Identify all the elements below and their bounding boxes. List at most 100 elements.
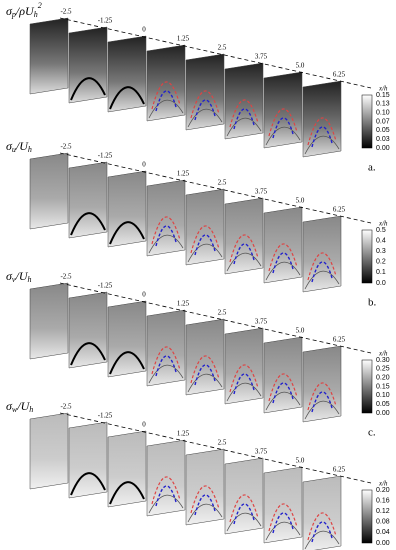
hill-contour: [226, 117, 262, 137]
dashed-contour: [272, 382, 294, 404]
slice: [29, 412, 69, 490]
colorbar-tick-label: 0.15: [376, 92, 390, 99]
dashed-contour: [190, 485, 220, 514]
title-part: h: [28, 145, 32, 154]
colorbar-tick-label: 0.15: [376, 383, 390, 390]
dashed-contour: [190, 355, 220, 384]
dashed-contour: [194, 494, 216, 516]
colorbar-tick-label: 0.2: [376, 259, 386, 266]
hill-contour: [265, 521, 301, 541]
panel-title: σu/Uh: [6, 139, 32, 154]
slice: [263, 466, 303, 544]
dashed-contour: [229, 494, 259, 523]
dashed-contour: [311, 126, 333, 148]
dashed-contour: [268, 373, 298, 402]
position-label: 6.25: [333, 71, 346, 79]
position-label: -1.25: [98, 17, 113, 25]
position-label: 2.5: [218, 309, 227, 317]
colorbar: [361, 489, 373, 544]
hill-contour: [226, 512, 262, 532]
title-part: /U: [16, 399, 30, 413]
hill-contour: [304, 530, 340, 550]
colorbar-tick-label: 0.03: [376, 136, 390, 143]
dashed-contour: [233, 373, 255, 395]
title-part: σ: [6, 4, 13, 18]
position-label: 2.5: [218, 179, 227, 187]
slice: [263, 336, 303, 414]
slice: [263, 206, 303, 284]
title-part: /U: [14, 269, 28, 283]
hill-contour: [226, 252, 262, 272]
dashed-contour: [229, 364, 259, 393]
colorbar-tick-label: 0.00: [376, 540, 390, 547]
colorbar-tick-label: 0.1: [376, 269, 386, 276]
dashed-contour: [194, 234, 216, 256]
position-label: 3.75: [255, 448, 268, 456]
title-part: v: [12, 275, 16, 284]
hill-contour: [148, 99, 184, 119]
dashed-contour: [307, 512, 337, 541]
panel-letter: b.: [368, 297, 377, 309]
dashed-contour: [155, 355, 177, 377]
position-label: -2.5: [60, 403, 72, 411]
hill-contour: [265, 126, 301, 146]
position-label: 0: [142, 26, 146, 34]
panel-title: σv/Uh: [6, 269, 31, 284]
colorbar-tick-label: 0.04: [376, 529, 390, 536]
hill-contour: [109, 351, 145, 375]
title-part: /U: [15, 139, 29, 153]
position-label: -2.5: [60, 273, 72, 281]
panel-letter: a.: [368, 162, 376, 174]
title-part: h: [34, 10, 38, 19]
hill-contour: [148, 494, 184, 514]
dashed-contour: [272, 512, 294, 534]
colorbar-tick-label: 0.00: [376, 410, 390, 417]
title-part: /ρU: [15, 4, 35, 18]
title-part: σ: [6, 269, 13, 283]
dashed-contour: [194, 364, 216, 386]
slice: [224, 327, 264, 405]
axis-label: x/h: [378, 480, 388, 488]
colorbar-tick-label: 0.07: [376, 118, 390, 125]
hill-contour: [187, 108, 223, 128]
colorbar-tick-label: 0.16: [376, 497, 390, 504]
dashed-contour: [155, 225, 177, 247]
colorbar-tick-label: 0.00: [376, 145, 390, 152]
title-part: u: [12, 145, 16, 154]
slice: [146, 179, 186, 257]
slice: [29, 17, 69, 95]
colorbar-tick-label: 0.0: [376, 280, 386, 287]
position-label: 2.5: [218, 439, 227, 447]
position-label: -1.25: [98, 412, 113, 420]
hill-contour: [70, 342, 106, 366]
dashed-contour: [155, 485, 177, 507]
dashed-contour: [272, 117, 294, 139]
dashed-contour: [151, 476, 181, 505]
axis-label: x/h: [378, 350, 388, 358]
colorbar-tick-label: 0.05: [376, 401, 390, 408]
title-part: h: [29, 405, 33, 414]
position-label: 0: [142, 161, 146, 169]
slice: [302, 215, 342, 293]
colorbar-tick-label: 0.3: [376, 248, 386, 255]
position-label: 0: [142, 421, 146, 429]
dashed-contour: [194, 99, 216, 121]
slice: [185, 448, 225, 526]
colorbar-tick-label: 0.20: [376, 375, 390, 382]
dashed-contour: [229, 234, 259, 263]
colorbar-tick-label: 0.25: [376, 366, 390, 373]
slice: [302, 345, 342, 423]
hill-contour: [148, 234, 184, 254]
colorbar: [361, 229, 373, 284]
position-label: 5.0: [296, 197, 305, 205]
hill-contour: [148, 364, 184, 384]
slice: [263, 71, 303, 149]
hill-contour: [109, 86, 145, 110]
dashed-contour: [151, 346, 181, 375]
position-label: 6.25: [333, 206, 346, 214]
slice: [224, 457, 264, 535]
colorbar: [361, 94, 373, 149]
axis-label: x/h: [378, 220, 388, 228]
hill-contour: [265, 391, 301, 411]
